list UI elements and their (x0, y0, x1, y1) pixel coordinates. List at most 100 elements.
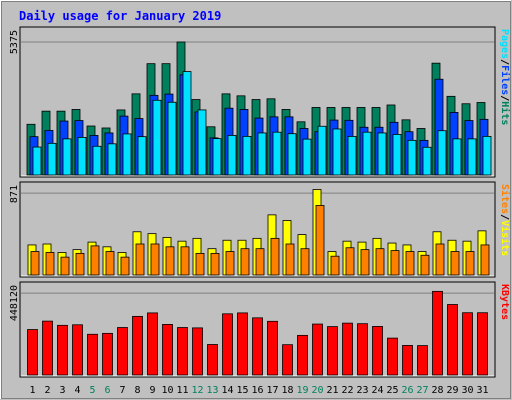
bar-pages-day-20 (317, 125, 327, 176)
bar-sites-day-27 (420, 254, 430, 276)
bar-sites-day-31 (480, 244, 490, 276)
day-label-18: 18 (281, 385, 293, 396)
day-label-24: 24 (371, 385, 383, 396)
day-label-4: 4 (74, 385, 80, 396)
bar-pages-day-17 (272, 131, 282, 176)
bar-pages-day-30 (467, 138, 477, 176)
day-label-5: 5 (89, 385, 95, 396)
bar-kbytes-day-10 (162, 324, 173, 376)
bar-kbytes-day-3 (57, 324, 68, 376)
legend-separator: / (499, 95, 510, 101)
bar-kbytes-day-11 (177, 327, 188, 376)
day-label-19: 19 (296, 385, 308, 396)
bar-pages-day-10 (167, 101, 177, 176)
bar-kbytes-day-23 (357, 323, 368, 376)
bar-kbytes-day-2 (42, 320, 53, 376)
bar-sites-day-5 (90, 245, 100, 276)
bar-pages-day-12 (197, 109, 207, 176)
bar-pages-day-11 (182, 71, 192, 176)
bar-sites-day-3 (60, 256, 70, 276)
day-label-14: 14 (221, 385, 233, 396)
bar-pages-day-2 (47, 142, 57, 176)
bar-pages-day-21 (332, 128, 342, 176)
bar-pages-day-24 (377, 132, 387, 176)
bar-pages-day-6 (107, 143, 117, 176)
bar-pages-day-28 (437, 130, 447, 176)
day-label-23: 23 (356, 385, 368, 396)
day-label-1: 1 (29, 385, 35, 396)
day-axis: 1 2 3 4 5 6 7 8 9 10 11 12 13 14 15 16 17 18 19 20 21 22 23 24 2… (29, 385, 488, 396)
bar-sites-day-22 (345, 247, 355, 276)
legend-entry-kbytes: KBytes (499, 284, 510, 320)
legend-entry-sites: Sites (499, 184, 511, 214)
bar-sites-day-19 (300, 248, 310, 276)
bar-sites-day-16 (255, 248, 265, 276)
bar-sites-day-17 (270, 237, 280, 276)
legend-entry-visits: Visits (499, 220, 511, 256)
bar-sites-day-24 (375, 248, 385, 276)
bar-pages-day-23 (362, 131, 372, 176)
day-label-21: 21 (326, 385, 338, 396)
bar-kbytes-day-9 (147, 312, 158, 376)
bar-kbytes-day-7 (117, 327, 128, 376)
day-label-20: 20 (311, 385, 323, 396)
bar-sites-day-9 (150, 243, 160, 276)
day-label-28: 28 (431, 385, 443, 396)
bar-sites-day-2 (45, 252, 55, 276)
bar-kbytes-day-5 (87, 333, 98, 376)
bar-sites-day-4 (75, 252, 85, 276)
legend-entry-hits: Hits (499, 101, 511, 125)
legend-separator: / (499, 214, 510, 220)
bar-pages-day-14 (227, 135, 237, 176)
day-label-6: 6 (104, 385, 110, 396)
legend-visits-sites: Sites/Visits (499, 184, 511, 256)
panel-visits-sites: 871 Sites/Visits (9, 181, 511, 278)
legend-entry-pages: Pages (499, 29, 510, 59)
day-label-29: 29 (446, 385, 458, 396)
day-label-26: 26 (401, 385, 413, 396)
bar-kbytes-day-27 (417, 345, 428, 376)
day-label-16: 16 (251, 385, 263, 396)
bar-sites-day-28 (435, 243, 445, 276)
day-label-27: 27 (416, 385, 428, 396)
bar-kbytes-day-18 (282, 344, 293, 376)
day-label-12: 12 (191, 385, 203, 396)
bar-kbytes-day-24 (372, 326, 383, 376)
bar-kbytes-day-21 (327, 326, 338, 376)
bar-sites-day-29 (450, 251, 460, 276)
bar-sites-day-14 (225, 251, 235, 276)
legend-kbytes: KBytes (499, 284, 510, 320)
panel-kbytes: 448120 KBytes (9, 281, 510, 378)
day-label-7: 7 (119, 385, 125, 396)
bar-sites-day-21 (330, 255, 340, 276)
bar-sites-day-7 (120, 256, 130, 276)
bar-kbytes-day-4 (72, 324, 83, 376)
day-label-22: 22 (341, 385, 353, 396)
bar-pages-day-29 (452, 138, 462, 176)
bar-kbytes-day-17 (267, 320, 278, 376)
bar-sites-day-10 (165, 246, 175, 276)
panel-hits-files-pages: 5375 Pages/Files/Hits (9, 26, 511, 178)
day-label-30: 30 (461, 385, 473, 396)
bar-sites-day-25 (390, 250, 400, 276)
bar-sites-day-15 (240, 248, 250, 276)
bar-kbytes-day-26 (402, 345, 413, 376)
legend-entry-files: Files (499, 65, 511, 95)
day-label-17: 17 (266, 385, 278, 396)
bar-kbytes-day-20 (312, 323, 323, 376)
bar-kbytes-day-13 (207, 344, 218, 376)
bar-pages-day-18 (287, 133, 297, 176)
bar-kbytes-day-12 (192, 327, 203, 376)
bar-kbytes-day-6 (102, 332, 113, 376)
y-max-label: 448120 (9, 285, 20, 321)
bar-kbytes-day-16 (252, 317, 263, 376)
bar-pages-day-31 (482, 136, 492, 176)
bar-sites-day-11 (180, 246, 190, 276)
bar-sites-day-8 (135, 243, 145, 276)
bar-sites-day-12 (195, 252, 205, 276)
bar-sites-day-26 (405, 251, 415, 276)
bar-pages-day-16 (257, 132, 267, 176)
